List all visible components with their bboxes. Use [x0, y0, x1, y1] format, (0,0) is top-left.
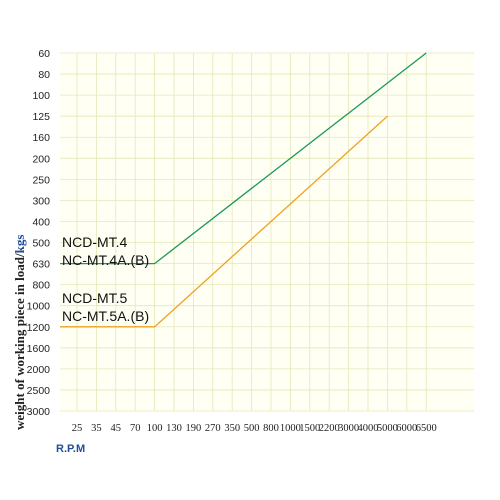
x-tick-label: 800	[263, 423, 279, 434]
y-tick-label: 1200	[27, 322, 51, 334]
x-tick-label: 25	[72, 423, 83, 434]
y-tick-label: 100	[32, 90, 50, 102]
x-tick-labels: 25 35 45 70 100 130 190 270 350 500 800 10001500220…	[72, 423, 437, 434]
x-tick-label: 190	[186, 423, 202, 434]
x-tick-label: 70	[130, 423, 141, 434]
x-tick-label: 100	[147, 423, 163, 434]
x-tick-label: 500	[244, 423, 260, 434]
x-tick-label: 4000	[358, 423, 379, 434]
x-tick-label: 350	[224, 423, 240, 434]
y-tick-label: 250	[32, 174, 50, 186]
y-tick-label: 160	[32, 132, 50, 144]
y-tick-label: 300	[32, 195, 50, 207]
x-tick-label: 2200	[319, 423, 340, 434]
x-tick-label: 45	[111, 423, 122, 434]
series-2-label-line-2: NC-MT.5A.(B)	[62, 308, 149, 324]
x-axis-title: R.P.M	[56, 443, 85, 455]
y-axis-title: weight of working piece in load/kgs	[12, 235, 27, 430]
y-tick-label: 1000	[27, 301, 51, 313]
y-tick-label: 2000	[27, 364, 51, 376]
y-tick-label: 125	[32, 111, 50, 123]
y-axis-title-text: weight of working piece in load/	[12, 253, 27, 430]
x-tick-label: 1000	[280, 423, 301, 434]
y-tick-label: 500	[32, 238, 50, 250]
y-tick-label: 80	[38, 69, 50, 81]
x-tick-label: 5000	[377, 423, 398, 434]
series-line-1	[60, 52, 427, 265]
y-axis-title-unit: kgs	[12, 235, 27, 254]
y-tick-label: 630	[32, 259, 50, 271]
x-tick-label: 6000	[396, 423, 417, 434]
y-tick-label: 200	[32, 153, 50, 165]
y-tick-label: 3000	[27, 406, 51, 418]
y-tick-label: 800	[32, 280, 50, 292]
x-tick-label: 3000	[338, 423, 359, 434]
x-tick-label: 6500	[416, 423, 437, 434]
series-line-2	[60, 115, 388, 328]
x-tick-label: 130	[166, 423, 182, 434]
x-tick-label: 1500	[299, 423, 320, 434]
plot-area	[60, 53, 474, 411]
series-2-label-line-1: NCD-MT.5	[62, 290, 128, 306]
y-tick-label: 400	[32, 216, 50, 228]
series-1-label-line-2: NC-MT.4A.(B)	[62, 252, 149, 268]
x-tick-label: 270	[205, 423, 221, 434]
x-tick-label: 35	[91, 423, 102, 434]
y-tick-labels: 60 80 100 125 160 200 250 300 400 500 630 800 1000 12…	[27, 48, 51, 418]
series-lines	[60, 52, 427, 328]
y-tick-label: 2500	[27, 385, 51, 397]
y-tick-label: 60	[38, 48, 50, 60]
y-tick-label: 1600	[27, 343, 51, 355]
series-1-label-line-1: NCD-MT.4	[62, 234, 128, 250]
grid	[60, 52, 474, 412]
